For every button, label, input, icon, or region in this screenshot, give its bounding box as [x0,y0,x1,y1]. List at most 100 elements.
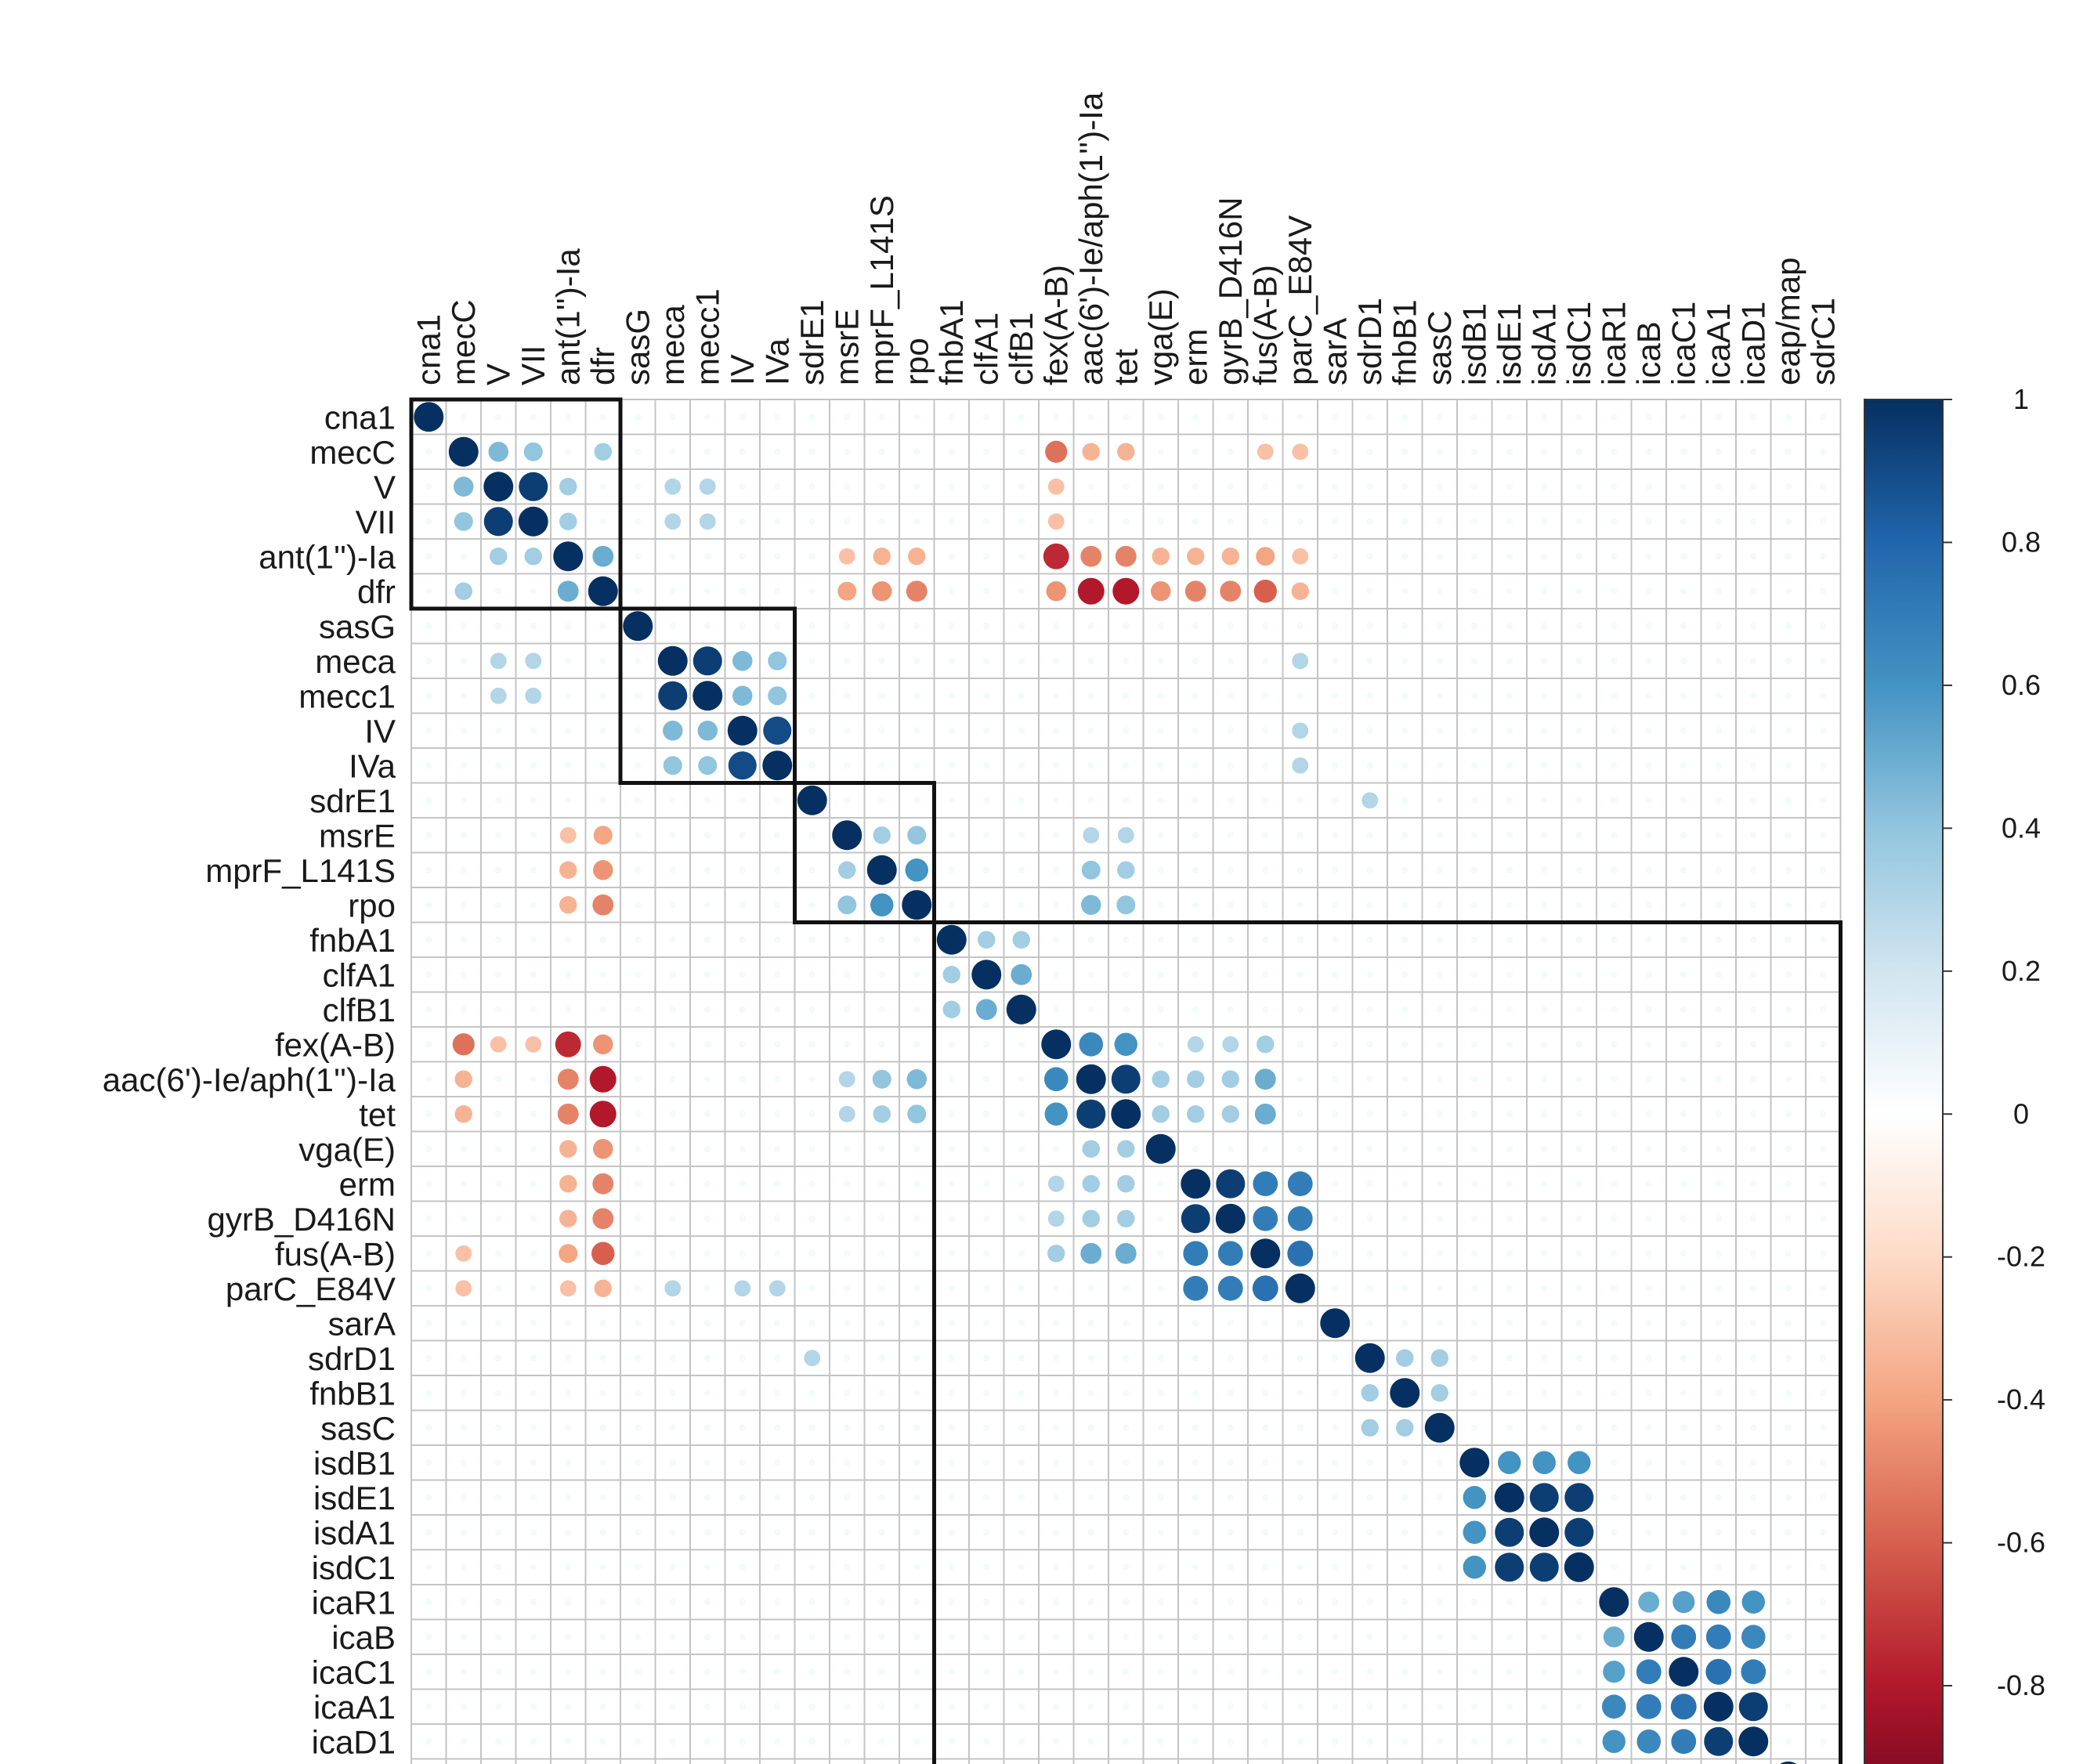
correlation-circle [1087,1494,1094,1501]
correlation-circle [942,966,960,984]
correlation-circle [1715,1285,1722,1292]
correlation-circle [425,483,432,490]
correlation-circle [797,785,827,815]
correlation-circle [1192,727,1199,734]
correlation-circle [565,657,572,664]
correlation-circle [565,1738,572,1745]
correlation-circle [1750,1215,1757,1222]
correlation-circle [669,797,676,804]
correlation-circle [635,553,642,560]
row-label: icaD1 [312,1723,396,1760]
correlation-circle [1123,692,1130,699]
correlation-circle [669,832,676,839]
correlation-circle [808,657,815,664]
correlation-circle [589,1101,617,1128]
correlation-circle [1471,936,1478,943]
correlation-circle [704,1250,711,1257]
correlation-circle [1750,936,1757,943]
correlation-circle [774,1459,781,1466]
correlation-circle [905,859,928,882]
correlation-circle [1087,1599,1094,1606]
correlation-circle [1785,587,1792,595]
correlation-circle [1087,1390,1094,1397]
matrix-cell [480,1758,517,1764]
correlation-circle [1529,1553,1559,1582]
correlation-circle [635,1668,642,1675]
correlation-circle [1680,1006,1687,1013]
correlation-circle [530,1145,537,1152]
correlation-circle [1262,1738,1269,1745]
correlation-circle [1220,580,1242,602]
correlation-circle [913,1390,920,1397]
correlation-circle [1820,971,1827,978]
correlation-circle [1436,1703,1443,1710]
matrix-cell [1142,1235,1179,1272]
correlation-circle [1568,1451,1591,1474]
cluster-box [618,606,797,785]
correlation-circle [1157,1563,1164,1571]
correlation-circle [1401,727,1409,734]
correlation-circle [594,443,612,461]
correlation-circle [1192,692,1199,699]
matrix-cell [515,1200,551,1237]
correlation-circle [878,797,885,804]
correlation-circle [1541,448,1548,455]
correlation-circle [704,1215,711,1222]
correlation-circle [732,685,753,706]
correlation-circle [774,1563,781,1571]
correlation-circle [1053,414,1060,421]
correlation-circle [1018,1215,1025,1222]
matrix-cell [654,1130,691,1167]
correlation-circle [425,1494,432,1501]
correlation-circle [1541,1006,1548,1013]
correlation-circle [1366,1041,1373,1048]
correlation-circle [565,1354,572,1361]
correlation-circle [1506,762,1513,769]
correlation-circle [704,1111,711,1118]
correlation-circle [599,623,606,630]
correlation-circle [1541,553,1548,560]
correlation-circle [1227,971,1234,978]
correlation-circle [599,1738,606,1745]
correlation-circle [1018,1633,1025,1640]
correlation-circle [913,1738,920,1745]
correlation-circle [1471,1390,1478,1397]
correlation-circle [1043,543,1069,569]
correlation-circle [495,971,502,978]
correlation-circle [460,727,467,734]
correlation-circle [1575,414,1582,421]
correlation-circle [1541,1075,1548,1083]
correlation-circle [1018,587,1025,595]
correlation-circle [669,1145,676,1152]
row-label: msrE [319,817,396,854]
correlation-circle [425,902,432,909]
correlation-circle [1471,1738,1478,1745]
correlation-circle [1253,1171,1278,1197]
correlation-circle [1611,1075,1618,1083]
correlation-circle [530,1075,537,1083]
correlation-circle [1471,1285,1478,1292]
correlation-circle [460,553,467,560]
correlation-circle [1750,1250,1757,1257]
correlation-circle [1611,1529,1618,1536]
correlation-circle [519,472,548,501]
correlation-circle [774,414,781,421]
correlation-circle [1820,866,1827,873]
correlation-circle [1332,971,1339,978]
legend-tick-label: -0.8 [1997,1669,2045,1701]
matrix-cell [1526,1061,1563,1097]
correlation-circle [1645,902,1652,909]
correlation-circle [1575,1075,1582,1083]
correlation-circle [1430,1384,1448,1402]
correlation-circle [495,1424,502,1431]
correlation-circle [490,652,507,670]
correlation-circle [1332,414,1339,421]
legend-tick-label: 0.2 [2002,955,2041,987]
correlation-circle [530,623,537,630]
correlation-circle [523,442,543,461]
correlation-circle [1401,1563,1409,1571]
correlation-circle [1253,580,1277,603]
correlation-circle [1087,483,1094,490]
correlation-circle [1680,1250,1687,1257]
correlation-circle [1192,483,1199,490]
